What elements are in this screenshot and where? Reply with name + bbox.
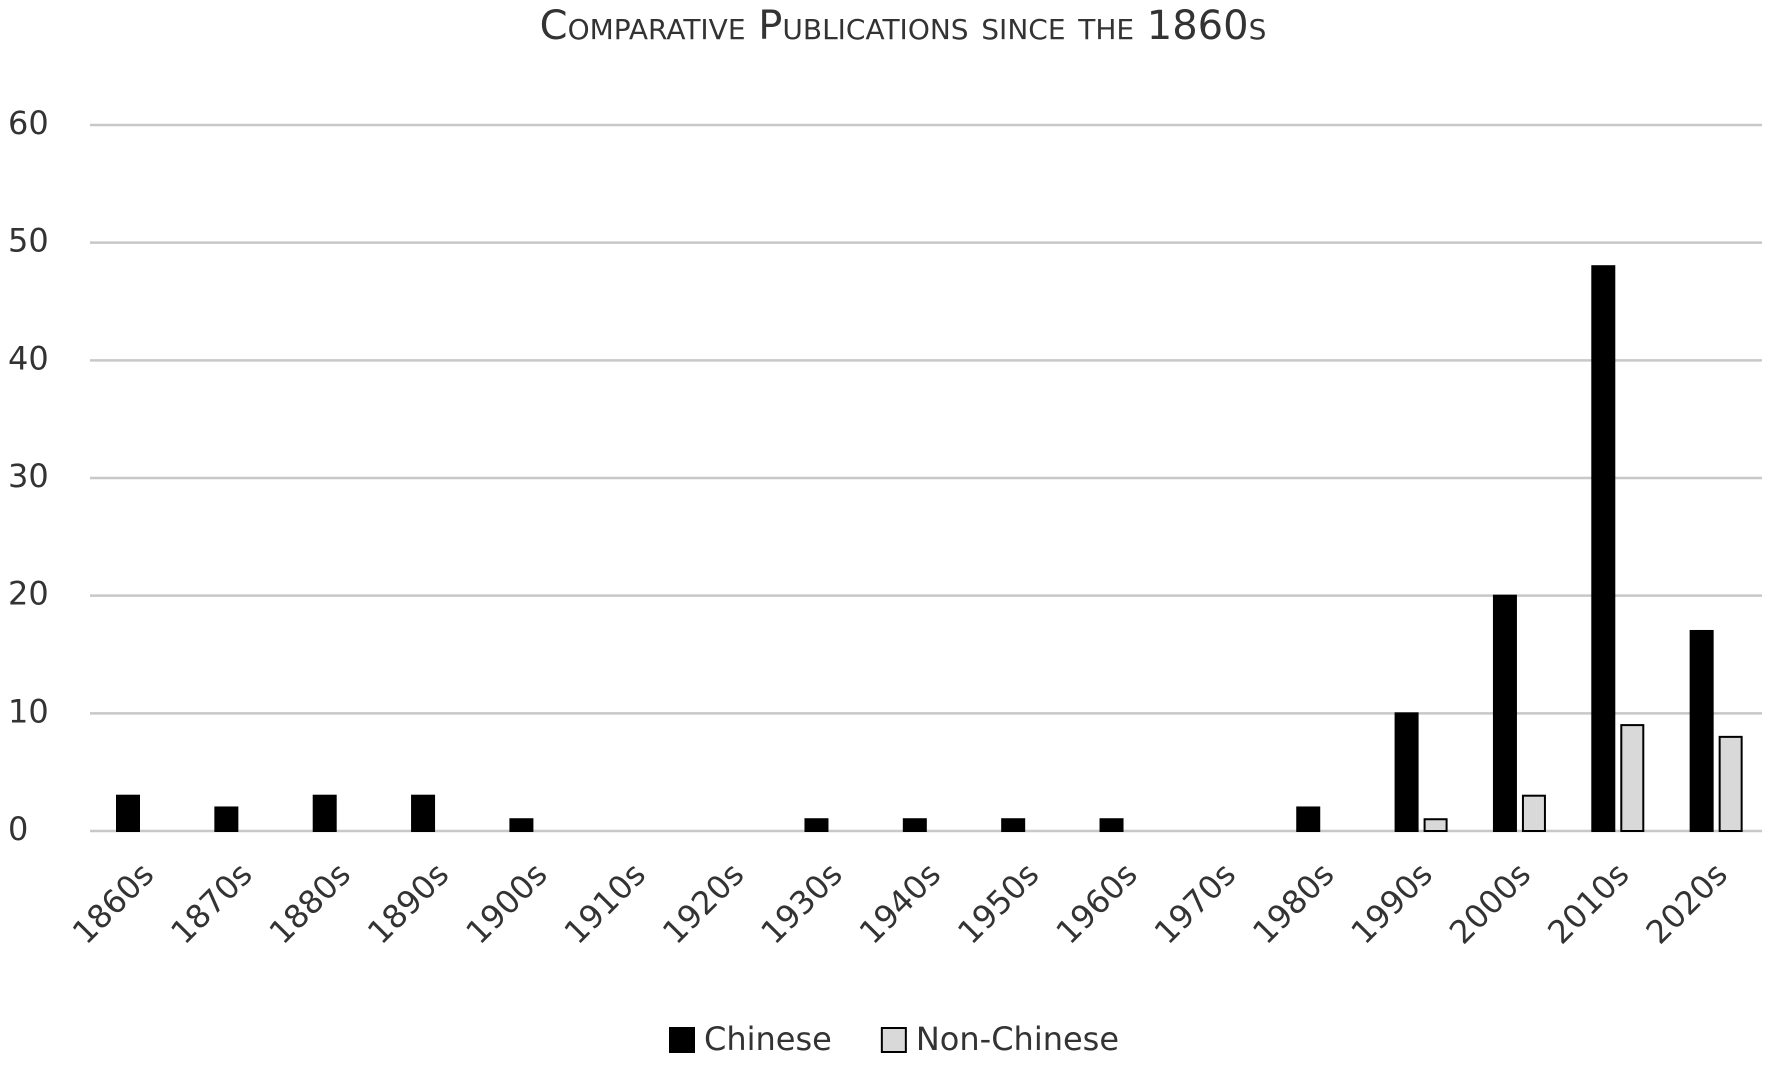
x-tick-label: 1920s	[655, 855, 751, 951]
y-tick-label: 20	[8, 575, 49, 613]
bar	[116, 794, 140, 833]
y-tick-label: 40	[8, 339, 49, 377]
bar	[1689, 629, 1714, 833]
bar	[1099, 818, 1124, 833]
x-tick-label: 1940s	[852, 855, 948, 951]
x-tick-label: 1890s	[360, 855, 456, 951]
x-tick-label: 1870s	[163, 855, 259, 951]
bar	[902, 818, 927, 833]
x-tick-label: 1860s	[65, 855, 161, 951]
bar	[804, 818, 829, 833]
legend-label: Chinese	[704, 1020, 832, 1058]
bar	[509, 818, 534, 833]
x-tick-label: 2020s	[1639, 855, 1735, 951]
bar	[1718, 735, 1743, 832]
legend-swatch	[669, 1027, 695, 1053]
y-tick-label: 50	[8, 222, 49, 260]
bar	[1001, 818, 1026, 833]
x-tick-label: 1880s	[262, 855, 358, 951]
x-tick-label: 2010s	[1540, 855, 1636, 951]
x-tick-label: 1900s	[458, 855, 554, 951]
legend-label: Non-Chinese	[916, 1020, 1119, 1058]
y-tick-label: 10	[8, 692, 49, 730]
y-tick-label: 0	[8, 810, 28, 848]
x-tick-label: 1980s	[1245, 855, 1341, 951]
bar	[1492, 594, 1517, 833]
bar	[411, 794, 436, 833]
bar	[214, 806, 239, 833]
bar	[1620, 724, 1645, 832]
bar	[1423, 818, 1448, 833]
x-tick-label: 1990s	[1344, 855, 1440, 951]
x-tick-label: 1950s	[950, 855, 1046, 951]
legend-swatch	[880, 1027, 907, 1053]
bar	[1296, 806, 1321, 833]
x-tick-label: 1910s	[557, 855, 653, 951]
chart-title: Comparative Publications since the 1860s	[540, 3, 1267, 49]
y-tick-label: 60	[8, 104, 49, 142]
x-tick-label: 1960s	[1048, 855, 1144, 951]
y-tick-label: 30	[8, 457, 49, 495]
bar	[1521, 794, 1546, 833]
x-tick-label: 2000s	[1442, 855, 1538, 951]
bar	[1591, 265, 1616, 832]
bar	[312, 794, 337, 833]
bar	[1394, 712, 1419, 832]
x-tick-label: 1930s	[753, 855, 849, 951]
x-tick-label: 1970s	[1147, 855, 1243, 951]
